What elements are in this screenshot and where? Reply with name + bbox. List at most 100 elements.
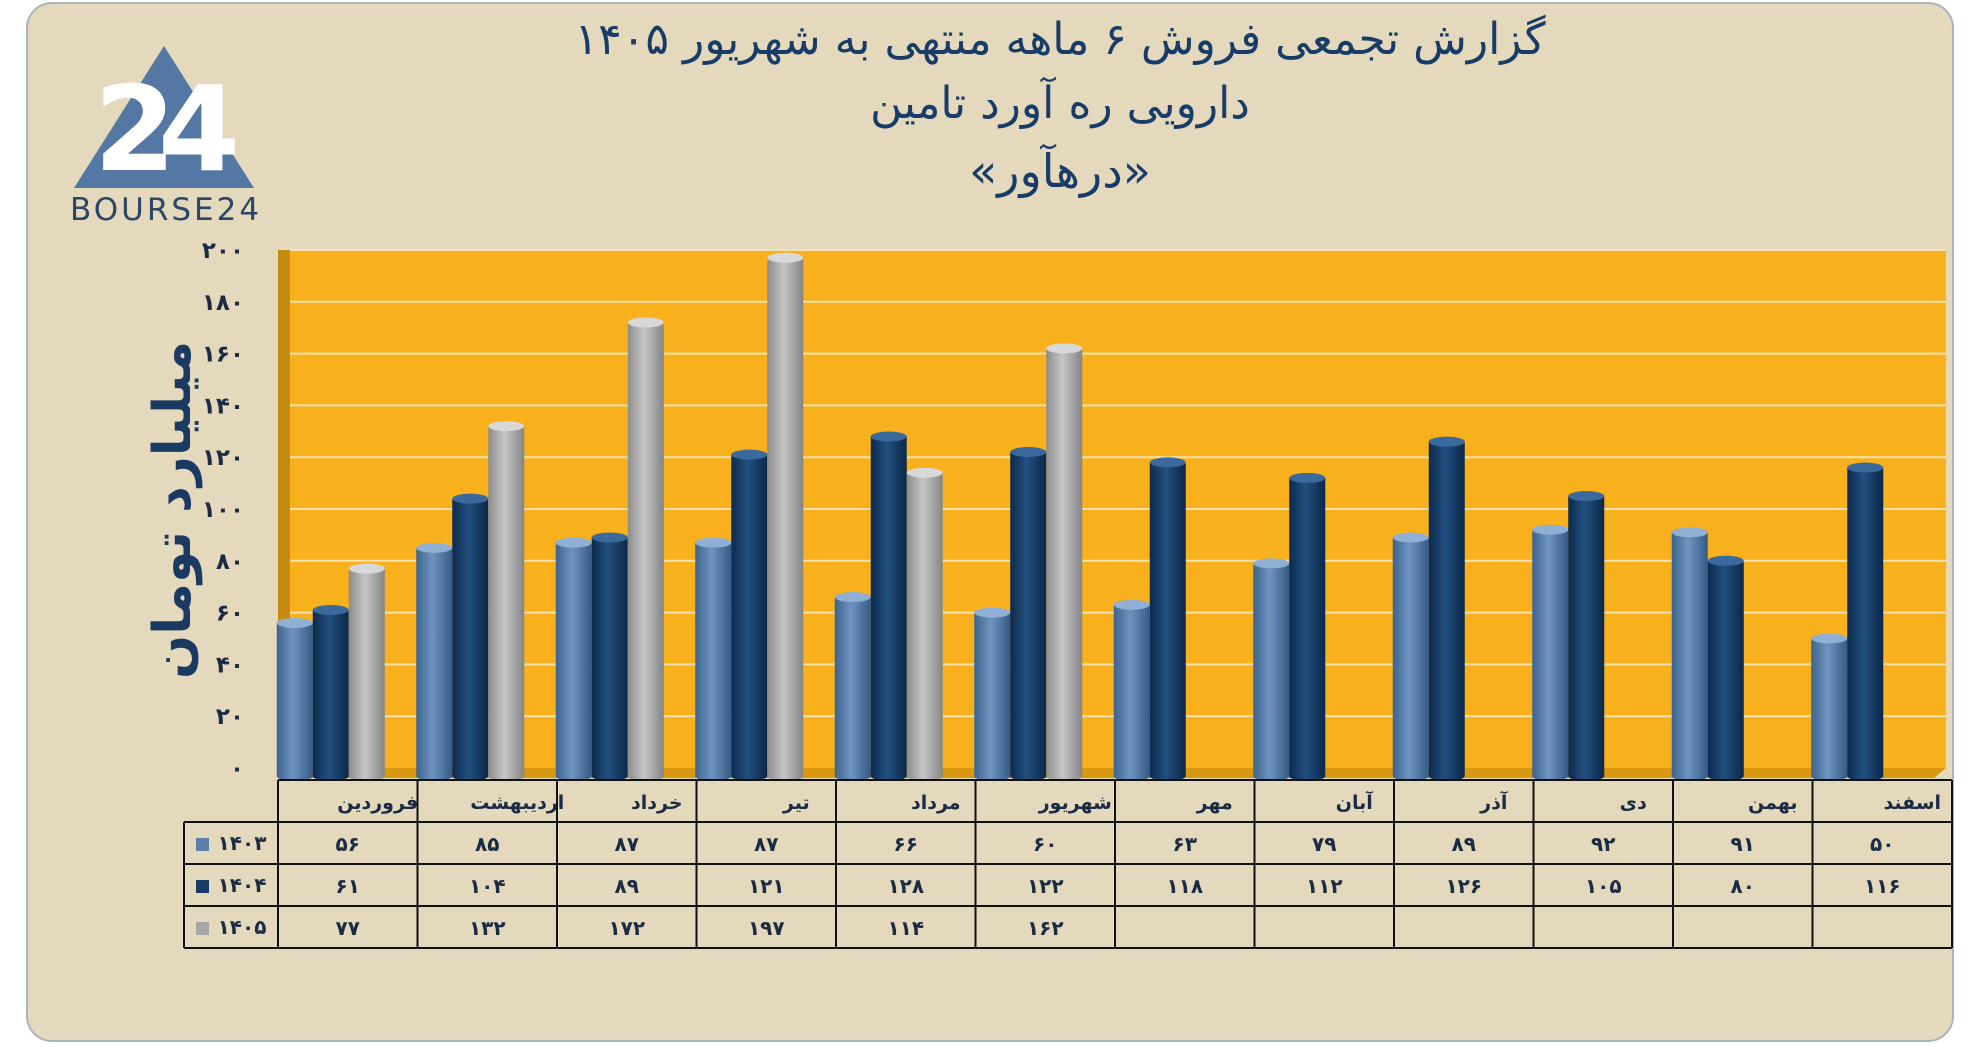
bar-top <box>1568 491 1605 502</box>
bar <box>488 421 525 781</box>
table-cell: ۷۹ <box>1312 832 1336 856</box>
bar-top <box>555 537 592 548</box>
bar-base <box>416 771 453 781</box>
y-tick-label: ۱۴۰ <box>202 393 244 419</box>
x-tick-label: دی <box>1620 792 1647 814</box>
bar <box>906 467 943 781</box>
x-tick-label: تیر <box>782 792 810 814</box>
bar-body <box>1392 537 1429 776</box>
bar-top <box>1847 462 1884 473</box>
bar-top <box>1010 447 1047 458</box>
bar-top <box>488 421 525 432</box>
table-cell: ۸۰ <box>1731 874 1755 898</box>
y-tick-label: ۱۲۰ <box>202 445 244 471</box>
bar-base <box>1149 771 1186 781</box>
bar-base <box>1811 771 1848 781</box>
chart-title: گزارش تجمعی فروش ۶ ماهه منتهی به شهریور … <box>574 14 1546 65</box>
chart-subtitle: دارویی ره آورد تامین <box>870 78 1250 129</box>
y-tick-label: ۱۰۰ <box>202 497 244 523</box>
bar-base <box>834 771 871 781</box>
table-cell: ۶۰ <box>1033 832 1057 856</box>
bar-base <box>1532 771 1569 781</box>
table-cell: ۱۱۴ <box>887 916 924 940</box>
bar <box>1532 524 1569 781</box>
bar <box>627 317 664 781</box>
bar-body <box>767 257 804 776</box>
bar-top <box>1707 555 1744 566</box>
table-cell: ۸۵ <box>475 832 499 856</box>
bar-top <box>906 467 943 478</box>
bar-top <box>416 542 453 553</box>
legend-swatch <box>196 880 209 893</box>
bar-body <box>1046 348 1083 776</box>
bar-top <box>1046 343 1083 354</box>
bar-base <box>452 771 489 781</box>
x-tick-label: اردیبهشت <box>470 792 564 814</box>
table-cell: ۶۶ <box>894 832 918 856</box>
table-cell: ۶۱ <box>336 874 360 898</box>
table-cell: ۸۷ <box>615 832 639 856</box>
bar <box>1428 436 1465 781</box>
bar-top <box>1253 558 1290 569</box>
bar-body <box>591 537 628 776</box>
bar <box>974 607 1011 781</box>
bar-body <box>452 498 489 776</box>
bar <box>348 563 385 781</box>
bar-top <box>312 605 349 616</box>
bar <box>312 605 349 781</box>
bar <box>1811 633 1848 781</box>
bar-top <box>1811 633 1848 644</box>
bar-top <box>1671 527 1708 538</box>
bar-base <box>870 771 907 781</box>
bar-base <box>1392 771 1429 781</box>
bar <box>731 449 768 781</box>
floor <box>278 768 1946 778</box>
bar-base <box>695 771 732 781</box>
bar-body <box>1253 563 1290 776</box>
y-tick-label: ۲۰۰ <box>202 238 244 264</box>
bar <box>767 252 804 781</box>
bar-base <box>1847 771 1884 781</box>
bar <box>452 493 489 781</box>
legend-swatch <box>196 838 209 851</box>
y-tick-label: ۱۶۰ <box>202 342 244 368</box>
bar <box>1253 558 1290 781</box>
bar-base <box>731 771 768 781</box>
x-tick-label: اسفند <box>1883 792 1941 814</box>
bar-base <box>312 771 349 781</box>
bar-top <box>1113 599 1150 610</box>
bar-body <box>695 542 732 776</box>
bar <box>1010 447 1047 781</box>
bar-body <box>1811 638 1848 776</box>
bar-top <box>870 431 907 442</box>
bar <box>591 532 628 781</box>
bar <box>276 617 313 781</box>
bar <box>1392 532 1429 781</box>
table-cell: ۱۰۴ <box>469 874 506 898</box>
data-table: فروردین اردیبهشت خرداد تیر مرداد شهریور مهر آبا… <box>183 779 1953 949</box>
bar <box>1149 457 1186 781</box>
y-axis-label: میلیارد تومان <box>143 341 203 679</box>
table-cell: ۷۷ <box>336 916 360 940</box>
bar-body <box>974 612 1011 776</box>
y-tick-label: ۴۰ <box>216 652 244 678</box>
bar-top <box>591 532 628 543</box>
bar-body <box>555 542 592 776</box>
x-tick-label: فروردین <box>337 792 418 814</box>
bar-top <box>452 493 489 504</box>
bar-base <box>1289 771 1326 781</box>
bar-base <box>767 771 804 781</box>
x-tick-label: مهر <box>1196 792 1233 814</box>
table-cell: ۱۶۲ <box>1027 916 1064 940</box>
y-tick-label: ۸۰ <box>216 549 244 575</box>
bar-base <box>1671 771 1708 781</box>
table-cell: ۸۷ <box>754 832 778 856</box>
bar-body <box>1289 477 1326 776</box>
bar-body <box>1532 529 1569 776</box>
table-cell: ۱۱۸ <box>1166 874 1203 898</box>
table-cell: ۱۱۶ <box>1864 874 1901 898</box>
bar-body <box>416 547 453 776</box>
bar-body <box>1568 496 1605 776</box>
table-cell: ۱۲۶ <box>1445 874 1482 898</box>
